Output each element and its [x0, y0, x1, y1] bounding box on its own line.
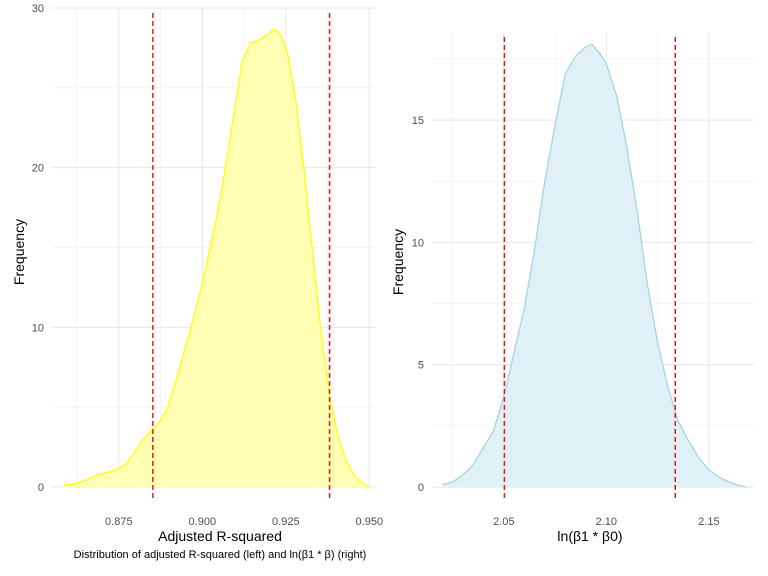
right-y-tick-label: 10	[412, 237, 424, 249]
right-panel-log-beta-product: 2.05 2.10 2.15 0 5 10 15 ln(β1 * β0) Frequency	[390, 32, 754, 544]
right-y-tick-label: 5	[418, 360, 424, 372]
right-y-tick-label: 0	[418, 482, 424, 494]
left-y-tick-label: 20	[32, 163, 44, 175]
right-density-curve	[442, 43, 746, 488]
left-interval-lines	[152, 13, 331, 500]
right-x-axis-title: ln(β1 * β0)	[557, 528, 622, 544]
figure-caption: Distribution of adjusted R-squared (left…	[74, 549, 367, 561]
left-y-tick-label: 30	[32, 3, 44, 15]
right-x-tick-label: 2.15	[698, 516, 719, 528]
right-density-plot	[442, 43, 746, 488]
right-y-tick-label: 15	[412, 115, 424, 127]
left-x-axis-title: Adjusted R-squared	[158, 528, 282, 544]
right-x-tick-label: 2.10	[596, 516, 617, 528]
left-x-tick-label: 0.875	[105, 516, 133, 528]
left-density-curve	[63, 27, 370, 488]
right-interval-lines	[503, 37, 676, 500]
left-panel-adjusted-r-squared: 0.875 0.900 0.925 0.950 0 10 20 30 Adjusted R-s…	[11, 3, 383, 544]
left-y-axis-title: Frequency	[11, 219, 27, 285]
right-x-tick-label: 2.05	[493, 516, 514, 528]
right-density-area	[442, 44, 746, 487]
right-y-axis-title: Frequency	[390, 229, 406, 295]
left-tick-labels: 0.875 0.900 0.925 0.950 0 10 20 30	[32, 3, 383, 528]
left-y-tick-label: 10	[32, 322, 44, 334]
left-density-area	[63, 28, 370, 487]
right-tick-labels: 2.05 2.10 2.15 0 5 10 15	[412, 115, 720, 528]
left-x-tick-label: 0.925	[272, 516, 300, 528]
left-density-plot	[63, 27, 370, 488]
left-x-tick-label: 0.950	[356, 516, 384, 528]
left-x-tick-label: 0.900	[189, 516, 217, 528]
left-y-tick-label: 0	[38, 482, 44, 494]
